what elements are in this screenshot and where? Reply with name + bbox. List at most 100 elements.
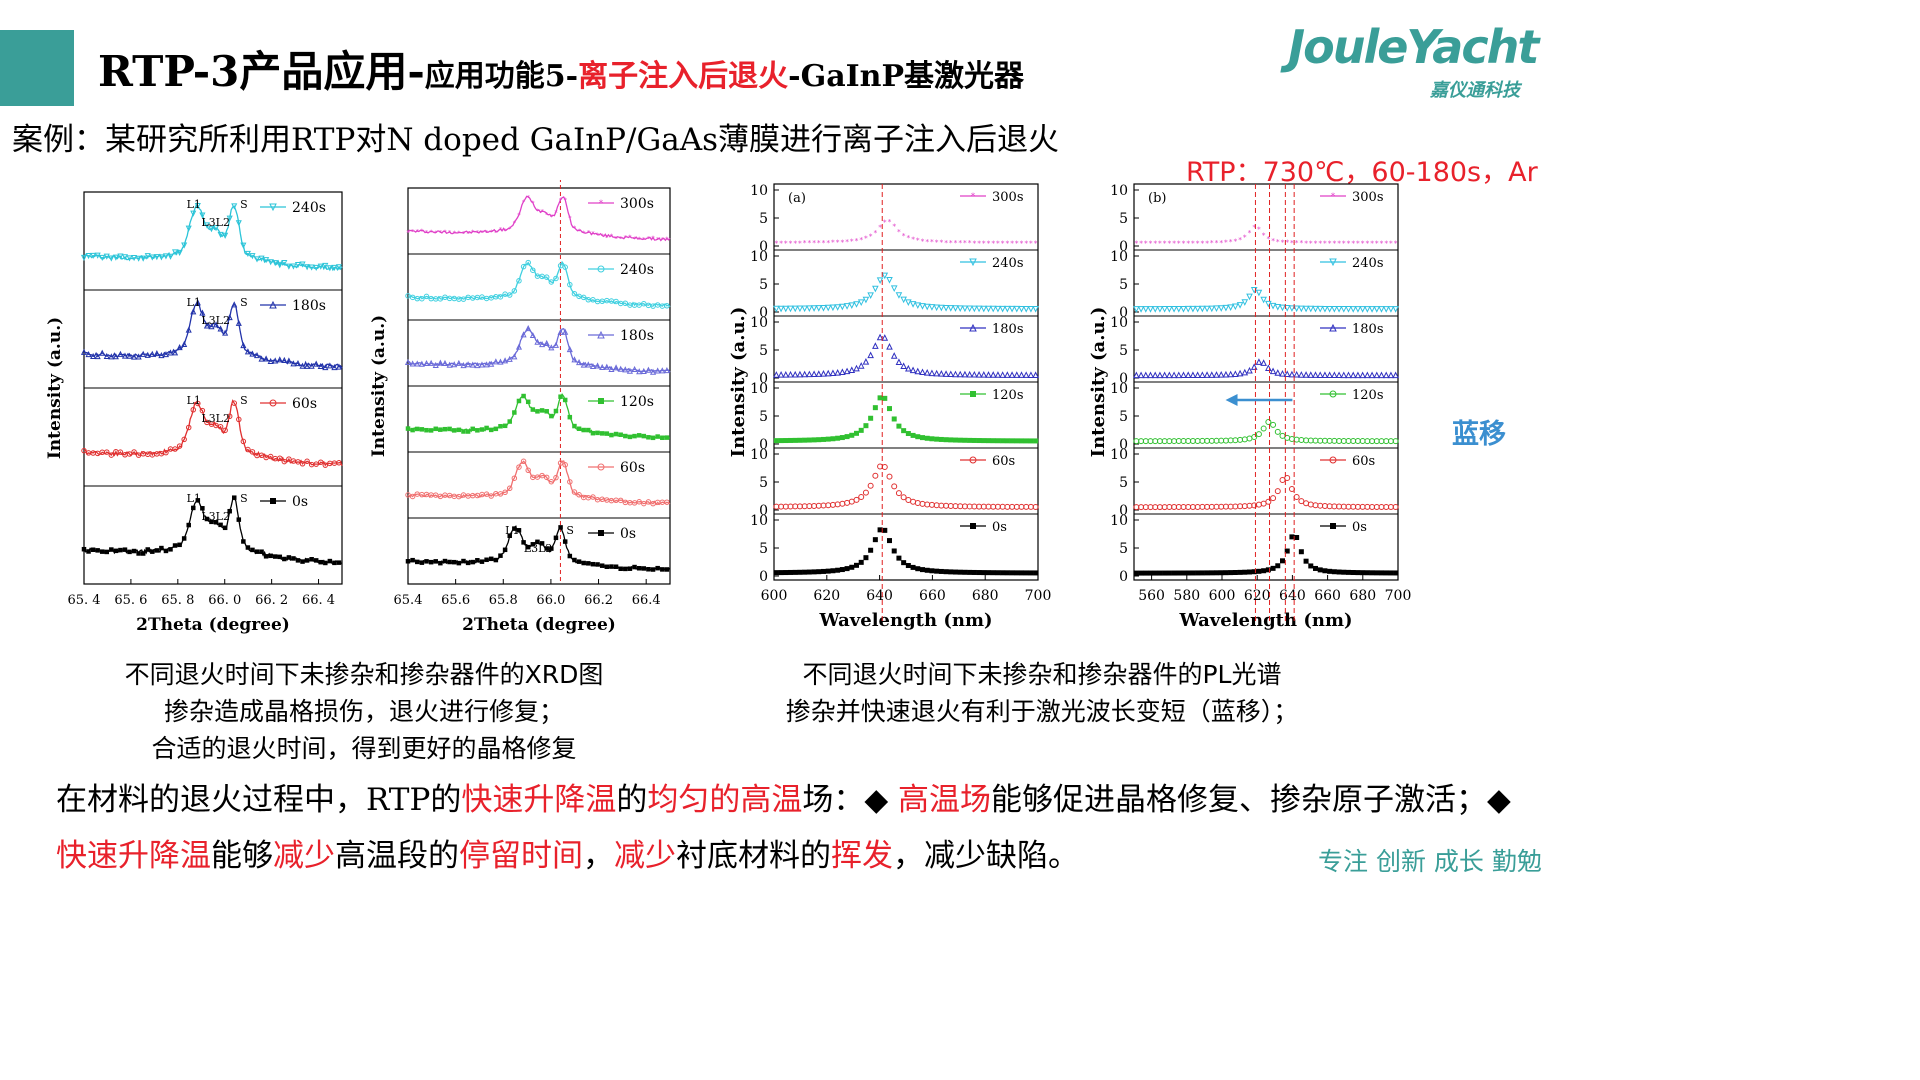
- y-tick-label: 0: [759, 503, 768, 519]
- data-point: [956, 370, 964, 378]
- y-tick-label: 10: [750, 381, 768, 397]
- data-point: *: [883, 219, 887, 227]
- data-point: [502, 547, 508, 553]
- peak-label: S: [240, 394, 248, 407]
- data-point: [1137, 371, 1145, 379]
- data-point: *: [587, 229, 591, 237]
- data-point: *: [826, 239, 830, 247]
- data-point: [308, 362, 315, 369]
- data-point: [891, 548, 897, 554]
- summary-part: 能够: [211, 838, 273, 874]
- data-point: [567, 553, 573, 559]
- data-point: [1138, 570, 1144, 576]
- summary-highlight: 减少: [614, 838, 676, 874]
- data-point: [839, 435, 845, 441]
- data-point: [1189, 305, 1197, 313]
- data-point: [258, 452, 265, 459]
- data-point: [557, 460, 564, 466]
- data-point: [190, 407, 197, 413]
- y-tick-label: 0: [759, 371, 768, 387]
- data-point: [461, 429, 466, 434]
- data-point: *: [1384, 240, 1388, 248]
- data-point: [511, 475, 518, 481]
- data-point: [811, 437, 817, 443]
- data-point: [159, 545, 164, 551]
- data-point: [185, 326, 192, 333]
- data-point: *: [522, 198, 526, 206]
- data-point: [535, 409, 540, 414]
- summary-part: 高温段的: [335, 838, 459, 874]
- y-tick-label: 0: [1119, 371, 1128, 387]
- series-line: [83, 399, 343, 467]
- pl-chart-a: 600 620 640 660 680 700 Wavelength (nm) Intensi…: [728, 183, 1051, 631]
- x-tick-label: 66.4: [632, 593, 661, 608]
- data-point: [1232, 370, 1239, 377]
- legend-label: 300s: [1352, 190, 1383, 205]
- data-point: [222, 329, 229, 336]
- data-point: [208, 226, 215, 233]
- data-point: [1307, 371, 1315, 378]
- summary-highlight: 停留时间: [459, 838, 583, 874]
- data-point: [1350, 570, 1356, 576]
- data-point: [1308, 563, 1314, 569]
- data-point: [571, 356, 578, 363]
- data-point: [1293, 305, 1300, 313]
- data-point: [409, 493, 416, 500]
- data-point: [942, 304, 950, 312]
- data-point: [414, 559, 420, 565]
- data-point: [650, 435, 656, 441]
- data-point: [474, 361, 481, 369]
- data-point: *: [642, 236, 646, 244]
- data-point: [488, 427, 494, 433]
- summary-highlight: 快速升降温: [56, 838, 211, 874]
- data-point: [322, 262, 329, 270]
- data-point: [618, 566, 623, 572]
- data-point: [428, 359, 435, 366]
- data-point: *: [480, 229, 484, 237]
- data-point: [1322, 568, 1328, 574]
- summary-highlight: 快速升降温: [461, 782, 617, 818]
- data-point: [90, 252, 97, 259]
- data-point: [990, 570, 996, 576]
- data-point: [1302, 371, 1310, 378]
- data-point: [158, 254, 165, 261]
- data-point: [290, 263, 297, 270]
- rtp-conditions: RTP：730℃，60-180s，Ar: [1186, 157, 1538, 188]
- data-point: [914, 499, 921, 506]
- data-point: [597, 265, 605, 273]
- data-point: *: [420, 228, 424, 236]
- data-point: *: [921, 238, 925, 246]
- data-point: [796, 305, 804, 313]
- data-point: *: [1271, 237, 1275, 245]
- data-point: [269, 399, 277, 407]
- data-point: [1213, 371, 1220, 378]
- data-point: [970, 391, 976, 397]
- peak-label: L1: [187, 198, 201, 211]
- data-point: [886, 473, 893, 480]
- data-point: [1009, 570, 1015, 576]
- data-point: [318, 559, 324, 565]
- data-point: [405, 559, 411, 564]
- data-point: [1194, 305, 1201, 313]
- data-point: [85, 350, 92, 358]
- data-point: [890, 352, 898, 359]
- data-point: *: [775, 240, 779, 248]
- data-point: [1255, 431, 1262, 438]
- data-point: [1213, 305, 1220, 313]
- data-point: *: [968, 240, 972, 248]
- data-point: [622, 300, 629, 307]
- data-point: [516, 528, 522, 533]
- data-point: *: [624, 234, 628, 242]
- data-point: [277, 554, 283, 560]
- data-point: [990, 438, 996, 444]
- x-tick-label: 66.0: [536, 593, 565, 608]
- data-point: *: [973, 240, 977, 248]
- data-point: [553, 275, 559, 282]
- data-point: [335, 264, 343, 271]
- data-point: [1392, 371, 1399, 379]
- data-point: [999, 305, 1006, 313]
- data-point: *: [1351, 240, 1355, 248]
- y-tick-label: 5: [759, 277, 768, 293]
- data-point: *: [1224, 239, 1228, 247]
- y-tick-label: 10: [1110, 315, 1128, 331]
